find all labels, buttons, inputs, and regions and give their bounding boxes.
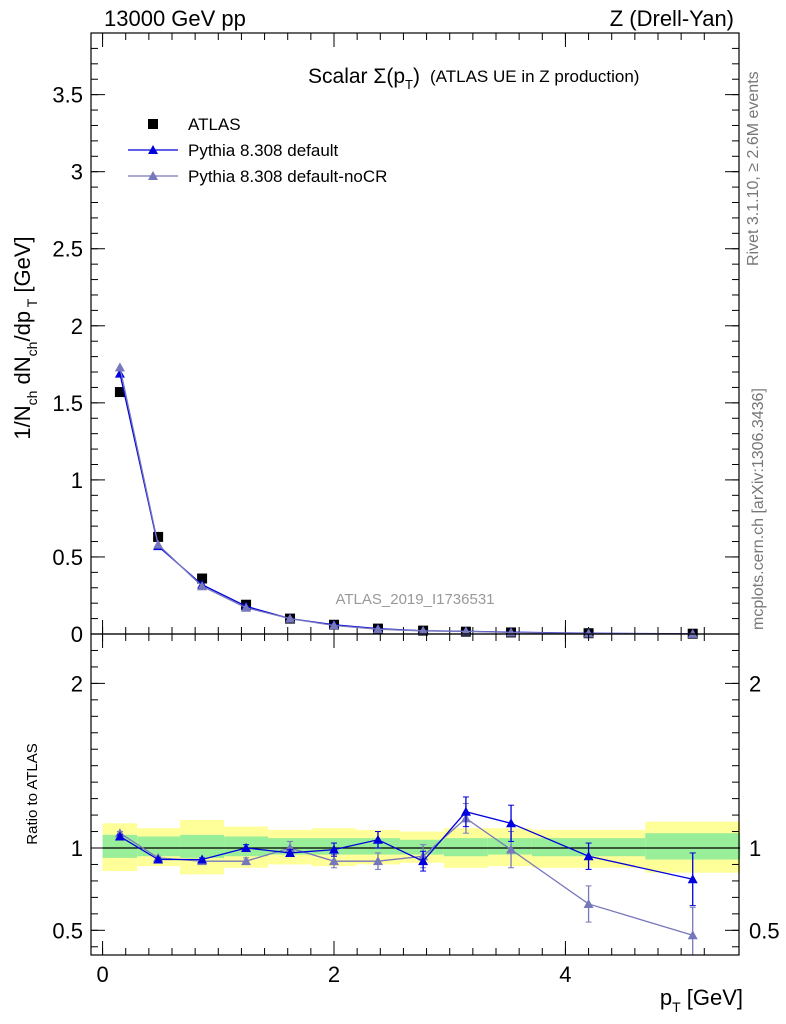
data-point [114,368,125,378]
legend-label: Pythia 8.308 default-noCR [188,167,387,186]
main-ytick-label: 0.5 [52,545,83,570]
uncertainty-band-inner [137,836,181,857]
data-point [583,628,594,638]
data-point [285,613,296,623]
ratio-point [372,834,383,844]
main-ytick-label: 1 [71,468,83,493]
data-point [114,387,125,398]
legend-marker [148,119,158,129]
ratio-ytick-label: 2 [71,671,83,696]
main-ytick-label: 2.5 [52,237,83,262]
data-point [114,362,125,372]
ratio-xtick-label: 4 [559,962,571,987]
ratio-series-1 [114,796,698,907]
ratio-point [241,843,252,852]
ratio-point [197,854,208,864]
main-ytick-label: 3 [71,160,83,185]
ratio-ytick-label: 0.5 [52,918,83,943]
series-line [119,367,693,635]
ratio-frame [90,633,740,956]
main-title: Scalar Σ(pT) (ATLAS UE in Z production) [308,65,639,92]
main-ytick-label: 0 [71,622,83,647]
main-title-text: Scalar Σ(p [308,65,405,88]
ratio-point [687,874,698,884]
svg-text:Scalar Σ(pT): Scalar Σ(pT) [308,65,420,92]
ratio-panel: 0.5 0.5 1 1 2 2 0 2 4 Ratio to ATLAS pT [GeV] [24,633,780,1015]
uncertainty-band-inner [102,834,138,858]
data-point [197,573,208,584]
ratio-point [460,806,471,816]
legend-marker [148,145,158,154]
main-ytick-label: 2 [71,314,83,339]
main-ytick-label: 1.5 [52,391,83,416]
ratio-xtick-label: 2 [328,962,340,987]
main-title-tail: (ATLAS UE in Z production) [430,67,639,86]
main-ylabel: 1/Nch dNch/dp T [GeV] [10,236,40,439]
ratio-ytick-label-right: 0.5 [749,918,780,943]
ratio-ytick-label-right: 2 [749,671,761,696]
data-point [418,625,429,635]
data-point [153,539,164,549]
main-title-close: ) [413,65,420,88]
watermark: ATLAS_2019_I1736531 [335,591,494,608]
uncertainty-band-inner [399,839,444,855]
ratio-point [329,844,339,854]
ratio-point [506,844,517,854]
ratio-point [285,847,296,857]
ratio-xlabel: pT [GeV] [660,985,743,1015]
main-ytick-label: 3.5 [52,83,83,108]
uncertainty-band-inner [180,834,225,858]
header-left: 13000 GeV pp [104,6,246,31]
ratio-line [119,817,693,936]
ratio-point [329,856,339,866]
ratio-point [583,898,594,908]
ratio-point [153,854,164,864]
data-point [329,620,339,630]
ratio-point [372,856,383,866]
ratio-point [241,856,252,866]
main-title-subscript: T [405,77,413,92]
data-point [687,628,698,638]
ratio-point [583,851,594,861]
ratio-ylabel: Ratio to ATLAS [24,743,41,844]
data-point [197,581,208,591]
ratio-point [114,831,125,841]
ratio-point [418,856,429,866]
legend-label: Pythia 8.308 default [188,141,339,160]
legend-label: ATLAS [188,115,241,134]
ratio-point [506,818,517,828]
ratio-ytick-label: 1 [71,836,83,861]
data-point [153,531,164,542]
main-panel: Scalar Σ(pT) (ATLAS UE in Z production) … [10,32,740,647]
ratio-ytick-label-right: 1 [749,836,761,861]
legend-marker [148,171,158,180]
header-right: Z (Drell-Yan) [609,6,734,31]
uncertainty-band-inner [487,838,532,855]
ratio-xtick-label: 0 [96,962,108,987]
data-point [460,626,471,636]
data-point [372,624,383,634]
uncertainty-band-inner [443,838,488,857]
legend: ATLAS Pythia 8.308 default Pythia 8.308 de… [128,115,387,186]
ratio-line [119,811,693,880]
ratio-point [687,930,698,940]
data-point [241,602,252,612]
